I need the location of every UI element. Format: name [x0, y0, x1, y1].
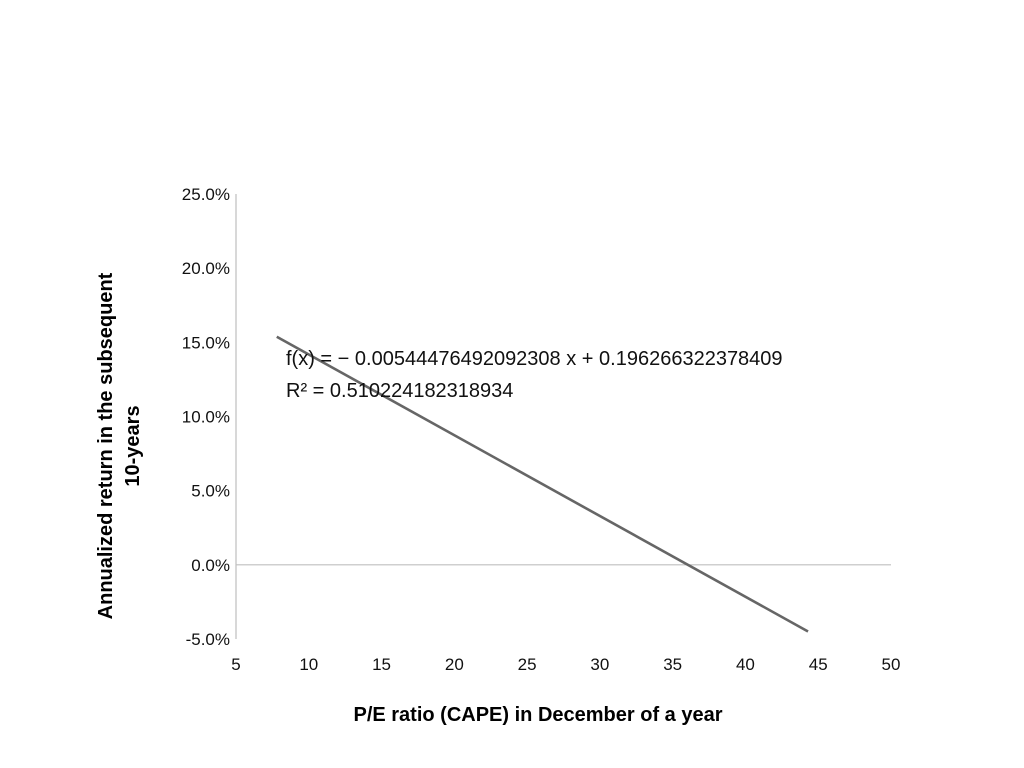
x-tick-label: 25	[518, 655, 537, 674]
y-tick-label: 5.0%	[191, 482, 230, 501]
trendline-equation: f(x) = − 0.00544476492092308 x + 0.19626…	[286, 348, 783, 370]
y-tick-label: 10.0%	[182, 408, 230, 427]
x-tick-label: 30	[590, 655, 609, 674]
x-tick-label: 10	[299, 655, 318, 674]
r-squared-label: R² = 0.510224182318934	[286, 380, 513, 402]
x-axis-title: P/E ratio (CAPE) in December of a year	[353, 704, 722, 726]
x-tick-labels: 5 10 15 20 25 30 35 40 45 50	[231, 655, 900, 674]
trendline	[276, 335, 809, 633]
x-tick-label: 50	[882, 655, 901, 674]
y-tick-label: -5.0%	[186, 630, 230, 649]
y-tick-label: 0.0%	[191, 556, 230, 575]
y-axis-title-line-2: 10-years	[122, 405, 144, 486]
y-tick-label: 25.0%	[182, 185, 230, 204]
y-tick-labels: -5.0% 0.0% 5.0% 10.0% 15.0% 20.0% 25.0%	[182, 185, 230, 649]
x-tick-label: 40	[736, 655, 755, 674]
x-tick-label: 35	[663, 655, 682, 674]
y-axis-title-line-1: Annualized return in the subsequent	[95, 272, 117, 619]
x-tick-label: 45	[809, 655, 828, 674]
x-tick-label: 20	[445, 655, 464, 674]
x-tick-label: 15	[372, 655, 391, 674]
y-tick-label: 20.0%	[182, 259, 230, 278]
x-tick-label: 5	[231, 655, 240, 674]
y-tick-label: 15.0%	[182, 333, 230, 352]
y-axis-title: Annualized return in the subsequent 10-y…	[95, 272, 144, 619]
axes	[235, 194, 891, 639]
